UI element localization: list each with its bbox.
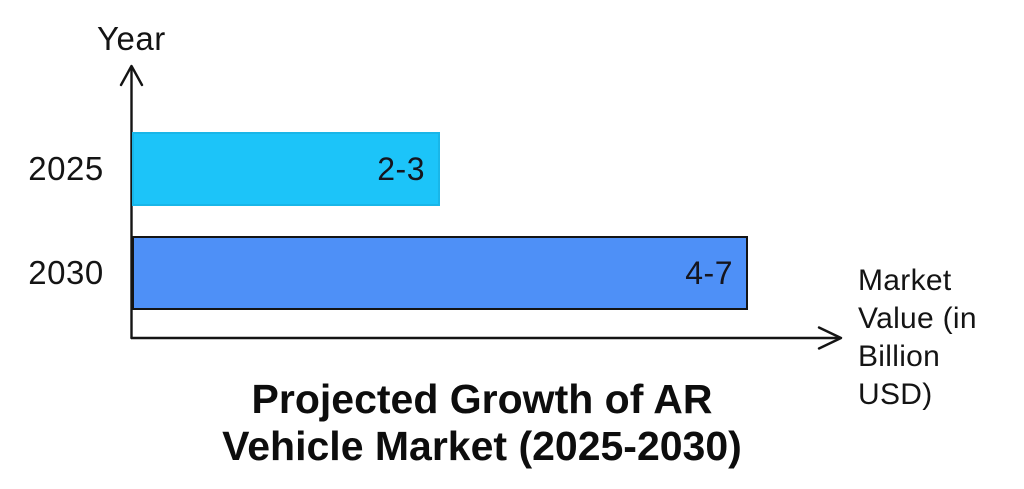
- bar-value-label: 2-3: [377, 150, 425, 187]
- x-axis-arrow-icon: [817, 326, 843, 350]
- chart-title: Projected Growth of AR Vehicle Market (2…: [132, 376, 832, 470]
- y-tick-2030: 2030: [28, 254, 104, 291]
- y-tick-2025: 2025: [28, 150, 104, 187]
- y-axis-title: Year: [97, 20, 166, 57]
- chart-title-line-2: Vehicle Market (2025-2030): [222, 423, 742, 469]
- chart-title-line-1: Projected Growth of AR: [251, 376, 713, 422]
- y-axis-arrow-icon: [119, 64, 144, 87]
- x-axis-title: Market Value (in Billion USD): [858, 264, 977, 411]
- bar-2025: 2-3: [132, 132, 440, 206]
- bar-2030: 4-7: [132, 236, 748, 310]
- bar-value-label: 4-7: [685, 254, 733, 291]
